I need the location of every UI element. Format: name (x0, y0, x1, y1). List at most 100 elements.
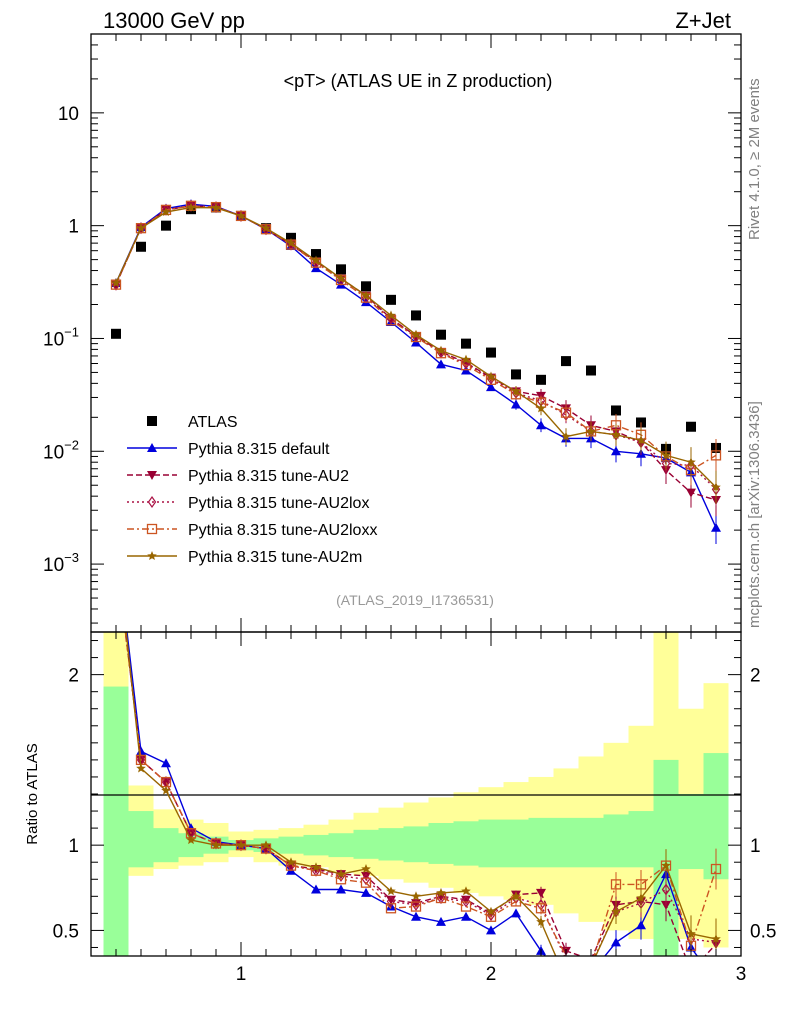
main-point-au2m (261, 223, 271, 233)
main-point-au2m (386, 310, 396, 320)
analysis-watermark: (ATLAS_2019_I1736531) (336, 592, 494, 608)
ratio-point-au2m (386, 886, 396, 896)
main-point-atlas (436, 329, 446, 340)
ratio-point-au2m (711, 933, 721, 943)
main-point-atlas (286, 232, 296, 243)
ratio-point-au2 (386, 895, 396, 905)
main-point-au2m (486, 371, 496, 381)
main-point-default (436, 359, 446, 369)
header-left: 13000 GeV pp (103, 8, 245, 33)
ratio-xtick-label: 2 (486, 964, 497, 985)
ratio-ytick-label-right: 0.5 (750, 921, 776, 942)
main-point-atlas (311, 249, 321, 260)
main-point-au2m (436, 345, 446, 355)
main-point-atlas (411, 310, 421, 321)
main-point-au2m (561, 431, 571, 441)
band-green-bin (403, 826, 429, 863)
ratio-point-au2m (436, 887, 446, 897)
ratio-point-au2m (636, 893, 646, 903)
header-right: Z+Jet (675, 8, 731, 33)
ratio-point-au2m (486, 906, 496, 916)
legend-label-default: Pythia 8.315 default (188, 441, 330, 458)
ratio-point-default (361, 887, 371, 897)
ratio-ytick-label-right: 1 (750, 836, 761, 857)
ratio-ytick-label-left: 1 (68, 836, 79, 857)
ratio-point-au2loxx (710, 863, 722, 875)
band-green-bin (378, 828, 404, 861)
ratio-point-au2m (461, 886, 471, 896)
band-green-bin (353, 829, 379, 859)
ratio-point-au2m (661, 860, 671, 870)
main-point-atlas (161, 220, 171, 231)
ratio-xtick-label: 3 (736, 964, 747, 985)
legend-label-au2: Pythia 8.315 tune-AU2 (188, 468, 349, 485)
ratio-point-au2lox (411, 898, 421, 911)
ratio-ylabel: Ratio to ATLAS (24, 743, 41, 844)
main-point-atlas (336, 264, 346, 275)
band-green-bin (153, 828, 179, 863)
band-green-bin (453, 821, 479, 866)
ratio-point-au2m (236, 840, 246, 850)
legend-marker-au2lox (147, 495, 157, 509)
legend-label-au2lox: Pythia 8.315 tune-AU2lox (188, 495, 369, 512)
ratio-point-au2m (211, 840, 221, 850)
band-green-bin (428, 822, 454, 864)
legend-marker-atlas (147, 416, 157, 426)
ratio-point-default (161, 758, 171, 768)
main-point-atlas (511, 369, 521, 380)
ratio-point-au2m (186, 835, 196, 845)
ratio-point-au2 (461, 895, 471, 905)
main-point-atlas (111, 328, 121, 339)
ratio-point-au2m (611, 906, 621, 916)
legend-label-au2m: Pythia 8.315 tune-AU2m (188, 549, 362, 566)
ratio-point-default (636, 920, 646, 930)
side-label-bottom: mcplots.cern.ch [arXiv:1306.3436] (746, 401, 763, 628)
ratio-point-au2loxx (460, 901, 472, 912)
main-point-au2m (161, 207, 171, 217)
ratio-point-au2m (686, 928, 696, 938)
legend-marker-default (147, 443, 157, 452)
main-point-au2m (186, 202, 196, 212)
band-green-bin (128, 811, 154, 868)
main-point-atlas (461, 338, 471, 349)
main-point-default (611, 446, 621, 456)
main-point-au2m (211, 202, 221, 212)
ratio-point-au2 (436, 892, 446, 902)
ratio-point-au2loxx (385, 903, 397, 914)
legend-marker-au2m (147, 551, 157, 560)
ratio-point-au2 (536, 888, 546, 898)
ratio-point-au2loxx (210, 838, 222, 849)
main-point-default (536, 420, 546, 430)
ratio-point-default (436, 916, 446, 926)
main-ytick-label: 10−2 (43, 437, 79, 463)
ratio-ytick-label-left: 2 (68, 666, 79, 687)
main-ytick-label: 10−1 (43, 324, 79, 350)
band-green-bin (603, 814, 629, 868)
main-point-atlas (136, 241, 146, 252)
main-point-au2m (111, 278, 121, 288)
ratio-point-au2m (511, 891, 521, 901)
main-point-atlas (611, 405, 621, 416)
main-point-au2m (686, 457, 696, 467)
ratio-xtick-label: 1 (236, 964, 247, 985)
ratio-point-au2loxx (535, 903, 547, 914)
ratio-point-default (136, 746, 146, 756)
main-point-au2m (611, 429, 621, 439)
band-green-bin (328, 833, 354, 858)
band-green-bin (503, 819, 529, 868)
ratio-point-au2lox (386, 895, 396, 908)
legend-marker-au2loxx (146, 523, 158, 535)
ratio-point-au2 (411, 899, 421, 909)
ratio-series-layer (124, 632, 722, 956)
ratio-point-default (511, 908, 521, 918)
main-series-layer (110, 199, 722, 545)
main-point-atlas (686, 421, 696, 432)
main-point-au2m (286, 238, 296, 248)
main-point-atlas (586, 365, 596, 376)
main-point-au2loxx (160, 204, 172, 216)
main-point-atlas (361, 281, 371, 292)
main-point-default (511, 399, 521, 409)
main-ytick-label: 10 (58, 104, 79, 125)
ratio-point-default (311, 884, 321, 894)
band-green-bin (628, 811, 654, 868)
